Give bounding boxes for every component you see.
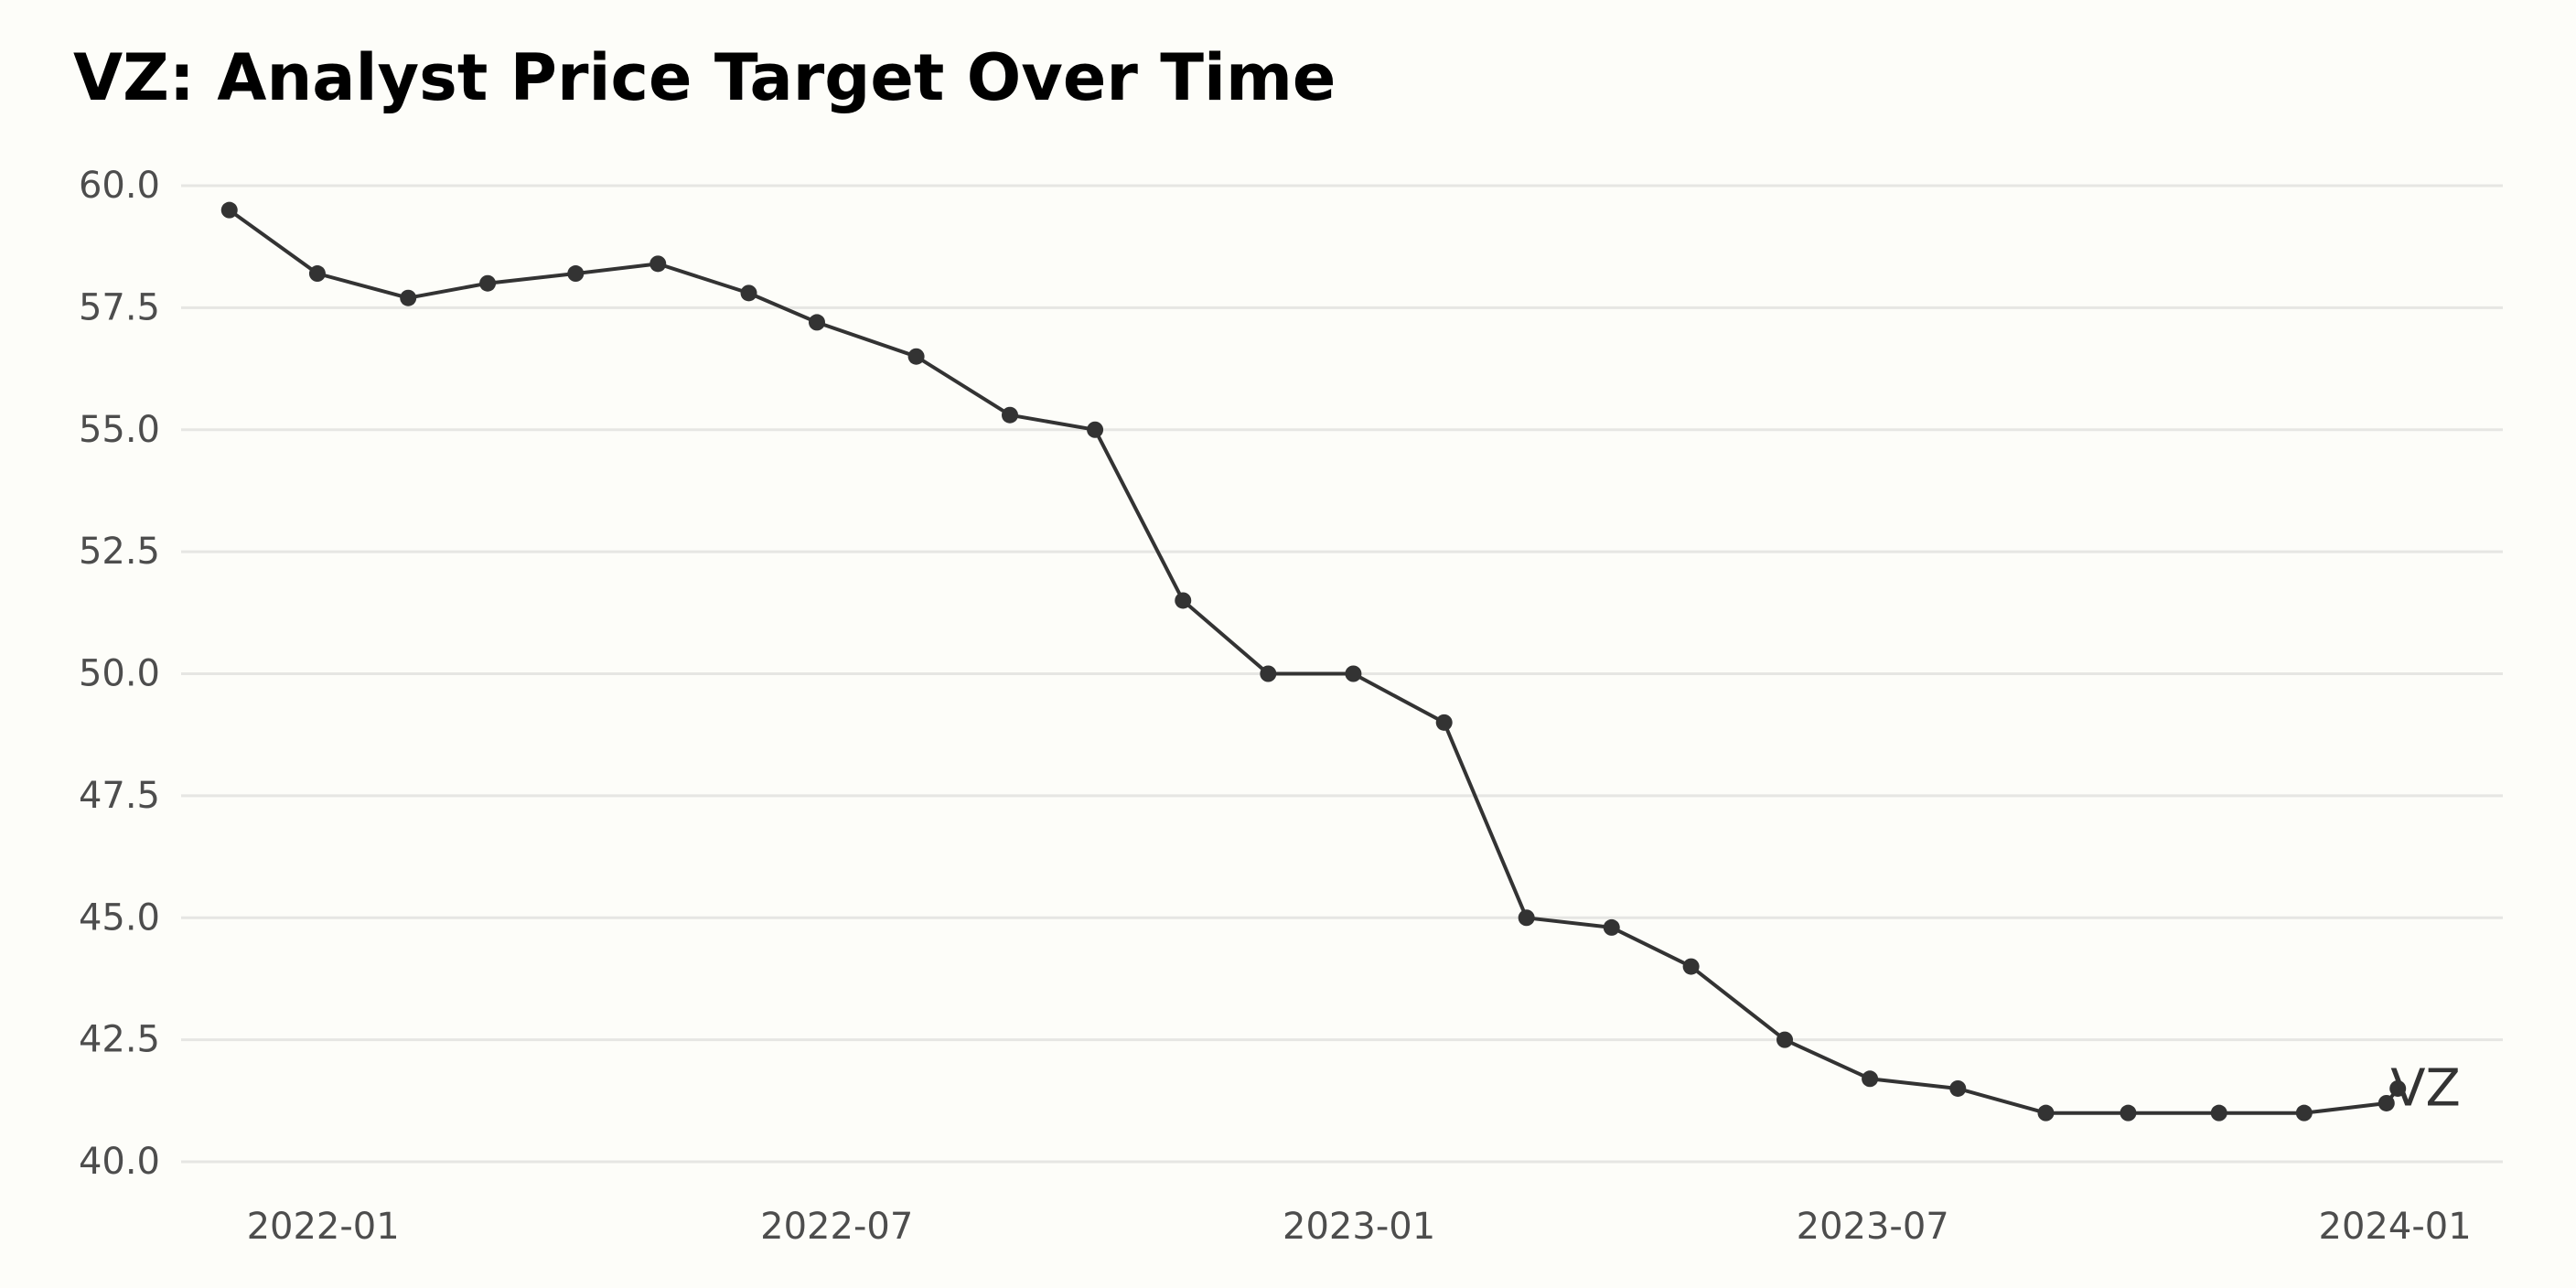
data-point: [809, 314, 826, 331]
data-point: [1776, 1031, 1794, 1048]
data-point: [907, 348, 925, 365]
y-tick-label: 45.0: [79, 896, 160, 939]
x-tick-label: 2024-01: [2319, 1206, 2472, 1248]
chart-title: VZ: Analyst Price Target Over Time: [73, 40, 1336, 115]
y-tick-label: 40.0: [79, 1141, 160, 1183]
data-point: [2377, 1094, 2395, 1111]
data-point: [1345, 665, 1362, 682]
data-point: [1087, 421, 1104, 438]
data-point: [2037, 1104, 2055, 1122]
x-axis-tick-labels: 2022-01 2022-07 2023-01 2023-07 2024-01: [247, 1206, 2472, 1248]
data-point: [2389, 1079, 2407, 1097]
data-point: [479, 274, 497, 292]
y-tick-label: 42.5: [79, 1019, 160, 1061]
data-point: [1435, 714, 1453, 731]
series-label: VZ: [2390, 1058, 2461, 1118]
data-point: [2120, 1104, 2137, 1122]
y-tick-label: 52.5: [79, 531, 160, 573]
data-point: [400, 289, 417, 306]
y-tick-label: 60.0: [79, 165, 160, 207]
x-tick-label: 2022-01: [247, 1206, 400, 1248]
data-point: [1862, 1070, 1879, 1088]
data-point: [1518, 909, 1535, 927]
data-point: [1682, 958, 1700, 975]
x-tick-label: 2023-07: [1797, 1206, 1949, 1248]
data-point: [2210, 1104, 2227, 1122]
series-line: [227, 208, 2400, 1115]
series-group: [220, 201, 2407, 1122]
y-tick-label: 55.0: [79, 409, 160, 451]
data-point: [1603, 918, 1620, 936]
data-point: [1001, 406, 1018, 424]
data-point: [649, 255, 667, 273]
x-tick-label: 2023-01: [1283, 1206, 1435, 1248]
y-tick-label: 47.5: [79, 775, 160, 817]
data-point: [308, 265, 326, 283]
y-axis-tick-labels: 40.0 42.5 45.0 47.5 50.0 52.5 55.0 57.5 60.0: [79, 165, 160, 1183]
data-point: [1175, 592, 1192, 609]
data-point: [740, 284, 757, 302]
series-label-group: VZ: [2390, 1058, 2461, 1118]
data-point: [1260, 665, 1277, 682]
data-point: [1949, 1079, 1967, 1097]
data-point: [567, 265, 585, 283]
y-tick-label: 57.5: [79, 286, 160, 328]
grid-lines: [181, 184, 2503, 1164]
x-tick-label: 2022-07: [760, 1206, 913, 1248]
data-point: [2295, 1104, 2313, 1122]
data-point: [220, 201, 238, 219]
y-tick-label: 50.0: [79, 653, 160, 695]
